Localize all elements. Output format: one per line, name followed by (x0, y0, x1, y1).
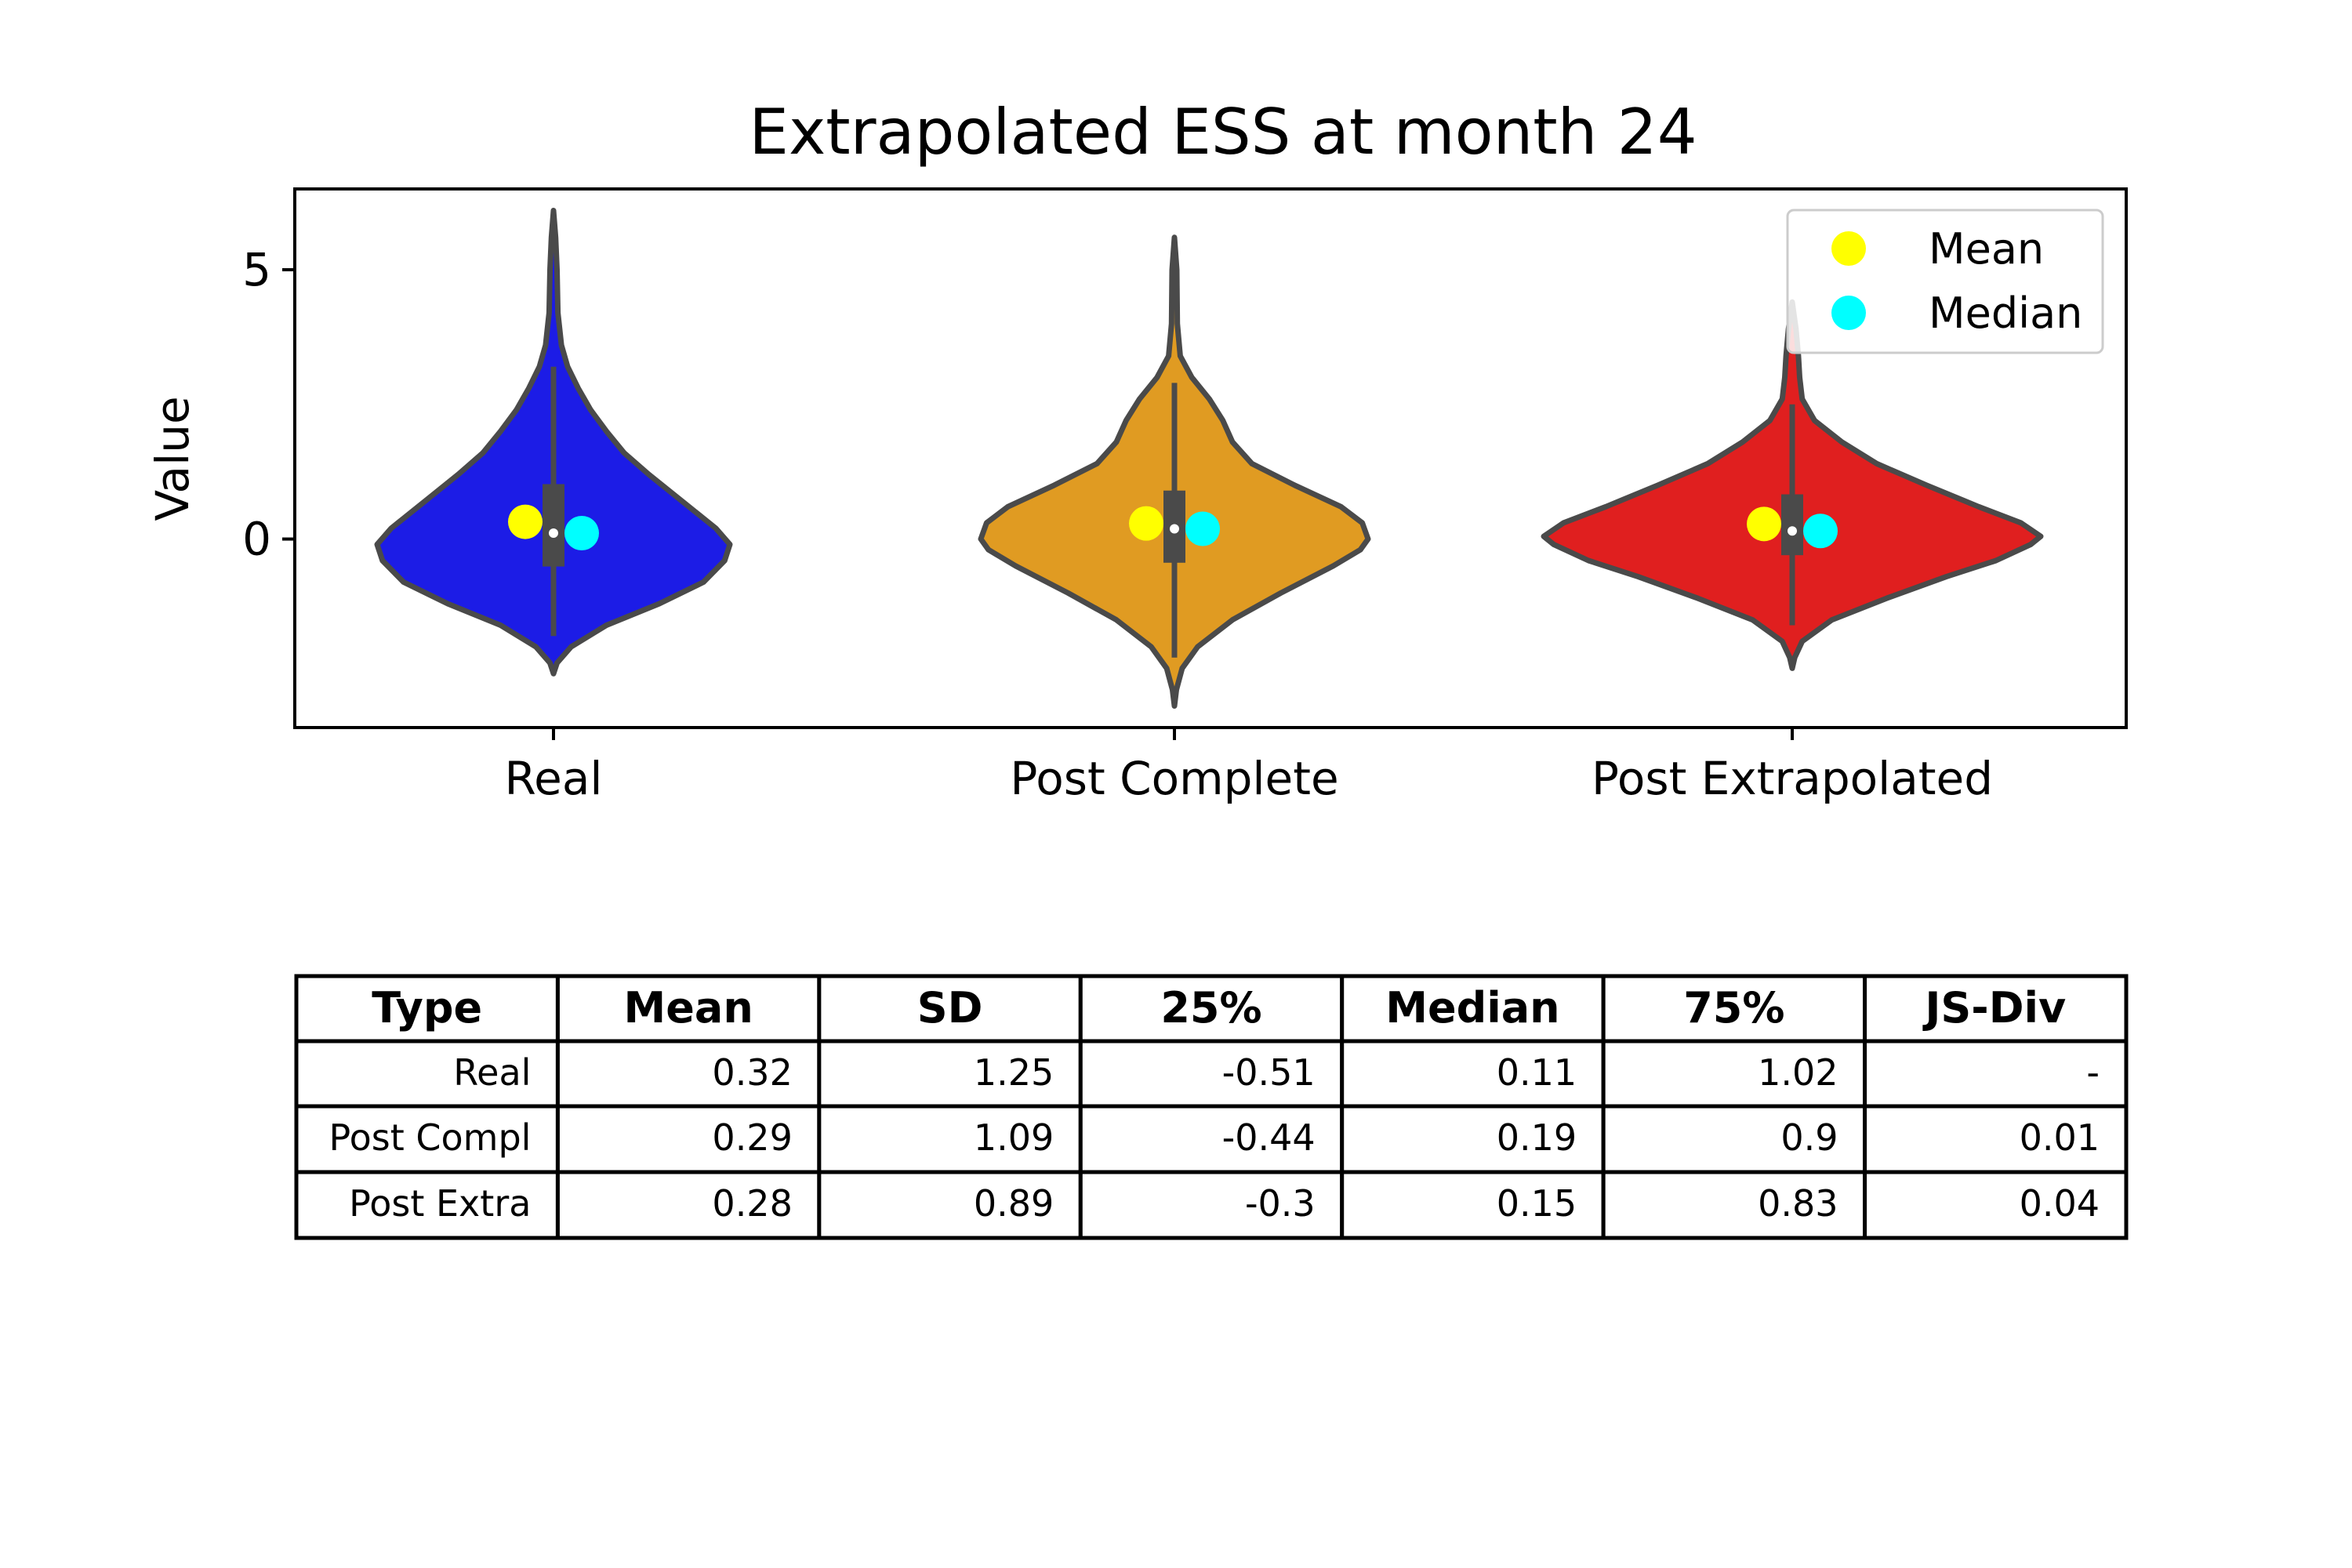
table-header-cell (1340, 974, 1606, 1044)
table-cell (1863, 1170, 2129, 1240)
axes-layer: 0 5 Real Post Complete Post Extrapolated (242, 187, 2128, 805)
table-cell-text: -0.3 (1245, 1182, 1316, 1225)
plot-frame (293, 187, 2128, 729)
table-cell-text: 0.29 (712, 1116, 792, 1159)
table-header-cell (1601, 974, 1867, 1044)
x-tick-label: Real (504, 752, 602, 805)
table-header-1: Mean (624, 983, 753, 1033)
legend-label: Median (1929, 289, 2082, 338)
table-cell-text: 0.15 (1497, 1182, 1577, 1225)
table-cell-text: 0.28 (712, 1182, 792, 1225)
table-cell (1863, 1104, 2129, 1174)
violin-median-dot (1788, 526, 1797, 536)
table-cell-text: 0.32 (712, 1051, 792, 1094)
table-cell-text: Real (453, 1051, 531, 1094)
table-cell-text: 1.25 (974, 1051, 1054, 1094)
legend-box (1786, 209, 2104, 354)
table-cell (1078, 1170, 1345, 1240)
table-cell (1601, 1170, 1867, 1240)
table-cell-text: -0.44 (1222, 1116, 1316, 1159)
table-cell (294, 1170, 560, 1240)
median-marker (564, 515, 599, 550)
table-header-cell (555, 974, 822, 1044)
stats-table: Type Mean SD 25% Median 75% JS-Div Real 0.32 1.25… (294, 974, 2129, 1240)
median-marker (1185, 511, 1220, 546)
table-cell (555, 1104, 822, 1174)
table-header-2: SD (917, 983, 983, 1033)
legend-marker-mean (1831, 231, 1866, 266)
x-tick-label: Post Complete (1010, 752, 1338, 805)
table-header-6: JS-Div (1922, 983, 2066, 1033)
table-cell (1601, 1039, 1867, 1109)
table-cell-text: 1.09 (974, 1116, 1054, 1159)
y-tick-label: 5 (242, 243, 271, 296)
y-axis-label: Value (146, 396, 199, 521)
table-cell-text: Post Compl (329, 1116, 532, 1159)
table-cell (1078, 1039, 1345, 1109)
table-cell-text: 1.02 (1758, 1051, 1838, 1094)
violin-group-1 (978, 234, 1371, 710)
legend-marker-median (1831, 296, 1866, 330)
y-tick-label: 0 (242, 513, 271, 566)
legend-label: Mean (1929, 224, 2044, 274)
x-tick-label: Post Extrapolated (1592, 752, 1993, 805)
table-cell-text: 0.01 (2020, 1116, 2100, 1159)
table-cell-text: 0.11 (1497, 1051, 1577, 1094)
violin-median-dot (1170, 524, 1179, 534)
table-header-5: 75% (1683, 983, 1784, 1033)
legend: Mean Median (1786, 209, 2104, 354)
table-cell (817, 1170, 1083, 1240)
mean-marker (1747, 506, 1781, 542)
table-cell-text: Post Extra (349, 1182, 531, 1225)
mean-marker (1129, 506, 1163, 541)
table-header-3: 25% (1160, 983, 1261, 1033)
table-cell (555, 1170, 822, 1240)
table-header-4: Median (1385, 983, 1559, 1033)
table-cell-text: 0.89 (974, 1182, 1054, 1225)
mean-marker (508, 504, 543, 539)
table-cell (1863, 1039, 2129, 1109)
table-cell-text: 0.9 (1780, 1116, 1838, 1159)
table-header-cell (294, 974, 560, 1044)
violin-iqr-box (1781, 494, 1803, 556)
table-cell-text: -0.51 (1222, 1051, 1316, 1094)
violin-group-0 (374, 208, 733, 677)
table-cell-text: - (2086, 1051, 2100, 1094)
violins-layer (374, 208, 2044, 710)
violin-iqr-box (543, 484, 564, 567)
table-cell-text: 0.19 (1497, 1116, 1577, 1159)
violin-group-2 (1541, 299, 2044, 671)
table-cell (817, 1104, 1083, 1174)
table-cell-text: 0.83 (1758, 1182, 1838, 1225)
median-marker (1803, 514, 1838, 549)
table-cell (1340, 1104, 1606, 1174)
table-cell (294, 1104, 560, 1174)
table-cell-text: 0.04 (2020, 1182, 2100, 1225)
table-header-0: Type (372, 983, 482, 1033)
violin-median-dot (549, 528, 558, 538)
chart-title: Extrapolated ESS at month 24 (749, 96, 1697, 169)
